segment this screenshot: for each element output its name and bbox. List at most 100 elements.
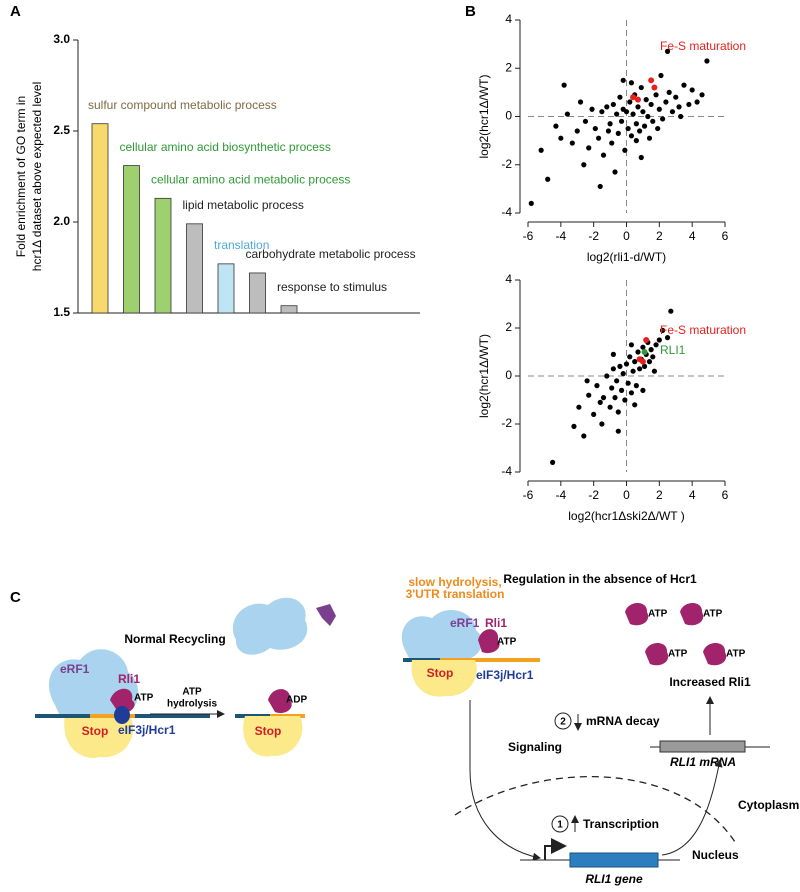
x-tick-label: 0 (623, 488, 630, 502)
point (612, 169, 618, 175)
x-tick-label: 4 (689, 488, 696, 502)
point (628, 133, 635, 139)
point (630, 111, 636, 117)
point (610, 366, 616, 372)
point (641, 123, 648, 129)
label: slow hydrolysis, (408, 575, 501, 589)
point (640, 109, 646, 115)
label: RLI1 mRNA (670, 755, 736, 769)
rli1 (110, 688, 135, 713)
point (615, 130, 621, 136)
point (538, 147, 544, 153)
point (635, 104, 641, 110)
point (610, 351, 616, 357)
point (620, 77, 626, 83)
point (628, 342, 635, 348)
point (599, 109, 605, 115)
label: ADP (286, 695, 307, 706)
point (614, 111, 620, 117)
y-tick-label: 2.5 (53, 123, 70, 137)
diagram: Normal Recycling Regulation in the absen… (35, 572, 799, 886)
ribosome-small (243, 716, 303, 757)
point (618, 118, 625, 124)
y-tick-label: 2 (505, 60, 512, 74)
point (634, 96, 641, 103)
point (622, 397, 628, 403)
point (607, 404, 613, 410)
arrow (469, 700, 541, 861)
ribosome-small (64, 716, 134, 758)
point (623, 361, 630, 367)
point (656, 337, 662, 343)
ribosome-small (411, 660, 477, 697)
point (637, 366, 643, 372)
point (648, 347, 654, 353)
step-circle (551, 815, 569, 833)
point (641, 363, 648, 369)
point (633, 121, 639, 127)
point (600, 152, 607, 158)
point (620, 371, 626, 377)
x-tick-label: -6 (523, 488, 534, 502)
y-tick-label: 2 (505, 320, 512, 334)
point (660, 327, 666, 333)
bar-label: lipid metabolic process (183, 198, 304, 212)
label: eRF1 (450, 616, 480, 630)
point (615, 428, 621, 434)
point (632, 402, 638, 408)
panel-label: C (10, 589, 21, 606)
x-tick-label: -4 (555, 229, 566, 243)
point (655, 125, 661, 132)
point (630, 94, 637, 101)
point (577, 99, 584, 105)
y-tick-label: 2.0 (53, 214, 70, 228)
point (581, 162, 587, 168)
label: 3'UTR translation (406, 587, 505, 601)
label: Cytoplasm (738, 798, 799, 812)
point (668, 308, 674, 314)
x-axis-label: log2(hcr1Δski2Δ/WT ) (568, 509, 685, 523)
x-tick-label: 2 (656, 229, 663, 243)
point (648, 101, 654, 108)
label: eIF3j/Hcr1 (476, 668, 534, 682)
point (699, 92, 705, 98)
point (641, 349, 648, 355)
point (550, 459, 556, 465)
y-tick-label: -4 (501, 205, 512, 219)
point (627, 354, 633, 360)
legend-label: Fe-S maturation (660, 323, 746, 337)
point (643, 337, 650, 343)
point (625, 380, 631, 386)
y-tick-label: 4 (505, 272, 512, 286)
point (628, 80, 635, 86)
point (599, 421, 605, 427)
point (628, 390, 635, 396)
label: hydrolysis (167, 699, 217, 710)
point (638, 84, 644, 91)
point (609, 140, 615, 146)
point (595, 135, 602, 141)
point (678, 113, 684, 120)
point (591, 411, 597, 417)
point (582, 118, 589, 124)
label: RLI1 gene (585, 872, 643, 886)
bar (154, 197, 172, 314)
nuclear-envelope (454, 776, 736, 843)
y-axis-label: log2(hcr1Δ/WT) (477, 74, 491, 158)
point (571, 423, 577, 429)
bar-label: response to stimulus (277, 280, 387, 294)
x-tick-label: -4 (555, 488, 566, 502)
point (604, 104, 610, 110)
point (586, 392, 592, 398)
y-tick-label: -2 (501, 157, 512, 171)
y-axis-label: hcr1Δ dataset above expected level (30, 82, 44, 271)
point (597, 183, 603, 190)
point (660, 116, 666, 122)
point (646, 135, 653, 141)
point (664, 335, 671, 341)
point (635, 349, 641, 355)
point (664, 48, 671, 54)
arrow (661, 759, 723, 856)
point (632, 359, 638, 365)
